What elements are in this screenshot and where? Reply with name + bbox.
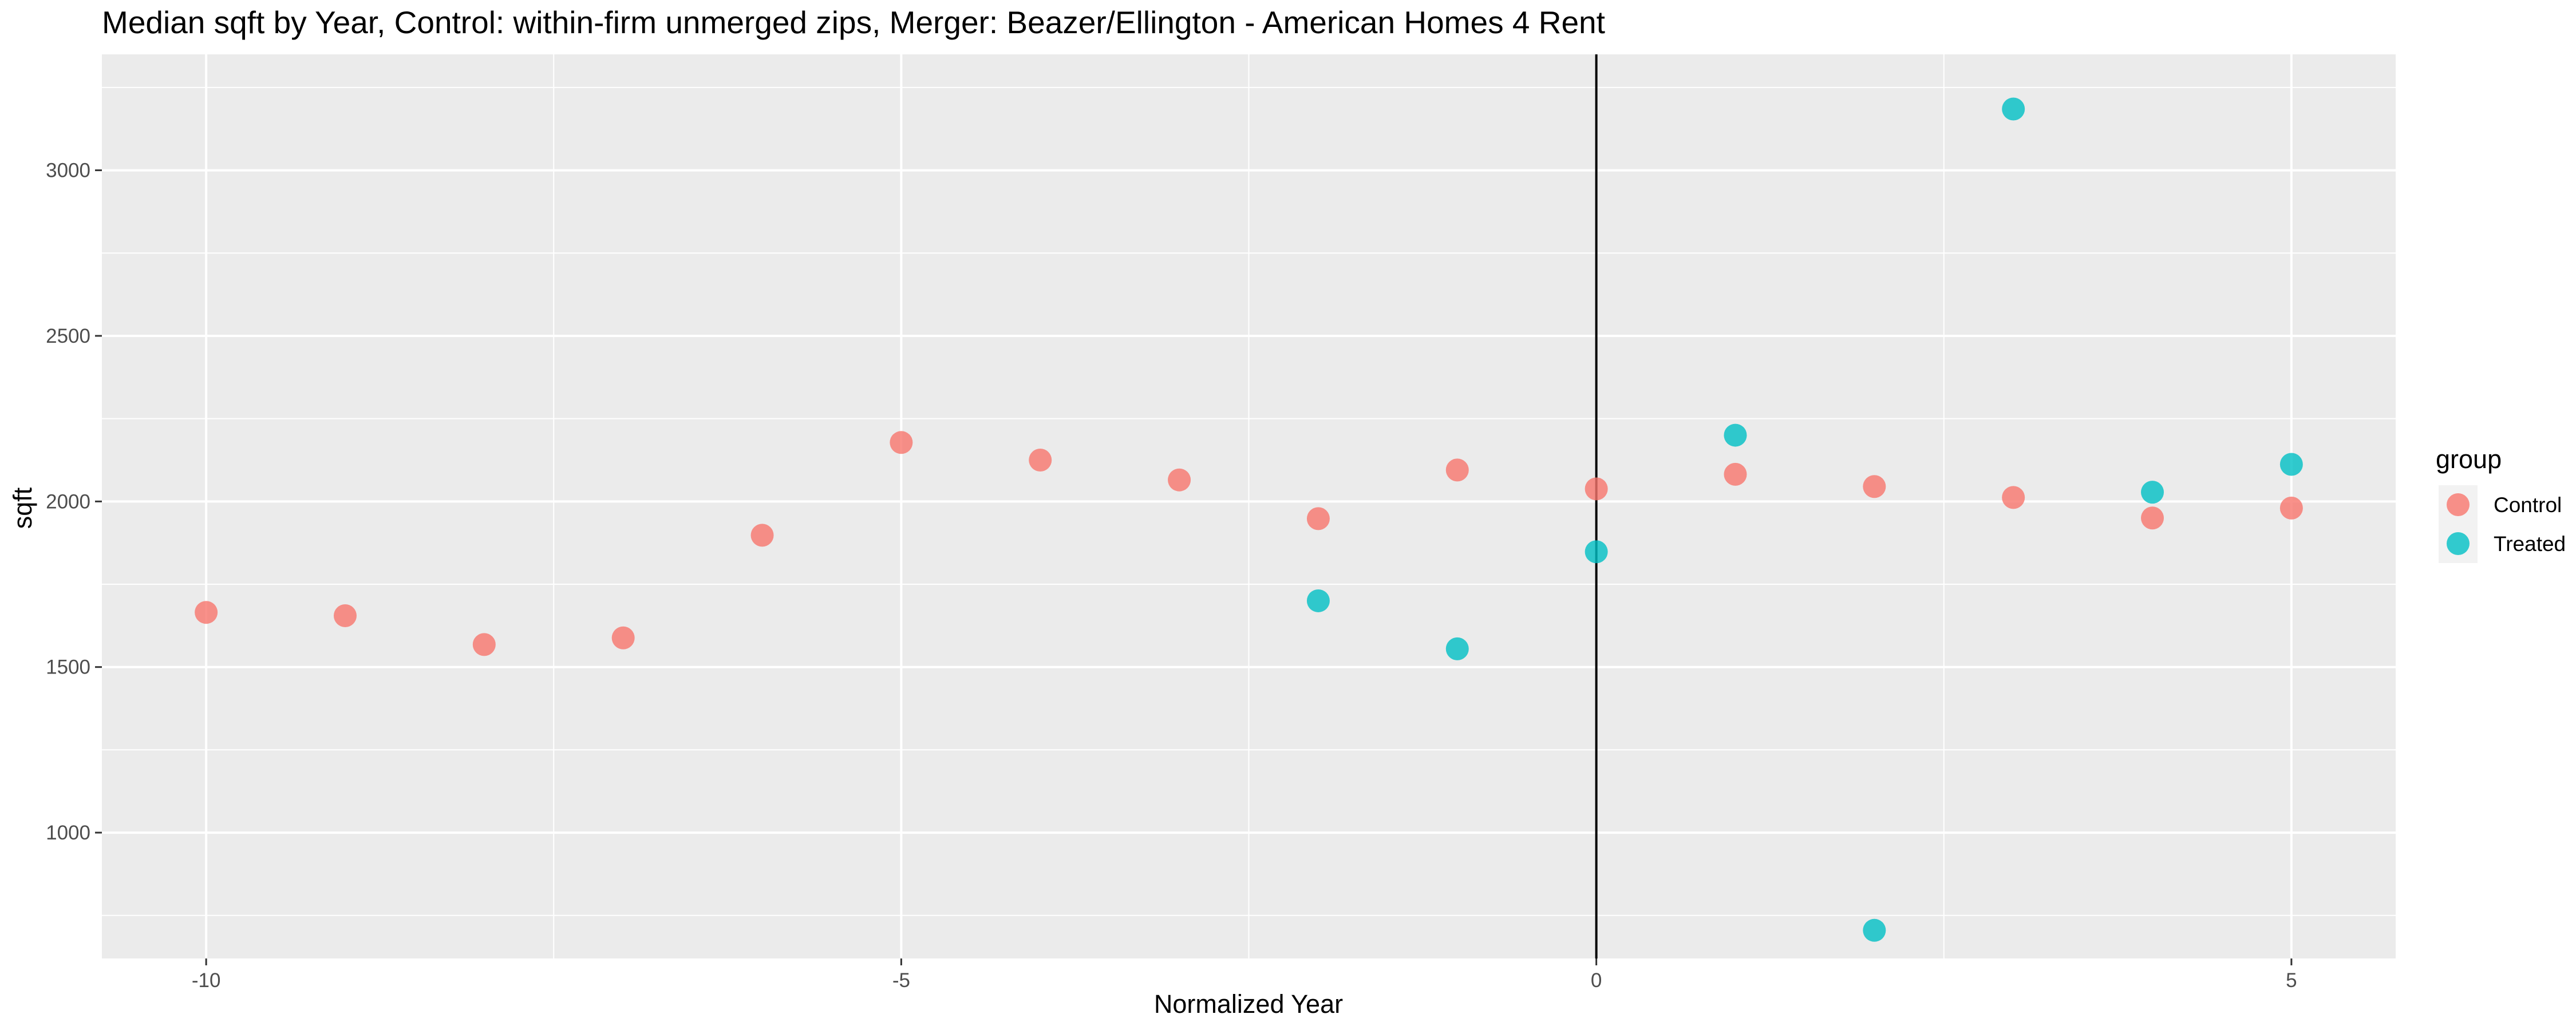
legend: Control Treated xyxy=(2439,485,2566,563)
data-point-control xyxy=(1306,507,1330,530)
data-point-treated xyxy=(2141,481,2164,504)
legend-label-treated: Treated xyxy=(2494,532,2566,556)
data-points xyxy=(195,97,2303,942)
data-point-treated xyxy=(1306,589,1330,612)
data-point-control xyxy=(611,626,635,649)
data-point-treated xyxy=(1585,540,1608,564)
data-point-control xyxy=(2141,506,2164,530)
legend-label-control: Control xyxy=(2494,493,2562,517)
data-point-treated xyxy=(1724,423,1747,447)
y-tick-label: 2000 xyxy=(46,490,90,513)
y-axis-title: sqft xyxy=(8,487,37,529)
data-point-control xyxy=(2279,496,2303,520)
x-axis-title: Normalized Year xyxy=(1154,989,1343,1019)
data-point-control xyxy=(195,601,218,624)
y-tick-label: 1500 xyxy=(46,656,90,679)
legend-marker-control xyxy=(2447,493,2470,516)
data-point-treated xyxy=(2279,453,2303,476)
data-point-control xyxy=(1168,468,1191,492)
y-tick-label: 3000 xyxy=(46,160,90,182)
y-tick-label: 1000 xyxy=(46,822,90,844)
x-tick-label: -10 xyxy=(192,969,221,992)
y-axis-ticks: 1000 1500 2000 2500 3000 xyxy=(46,160,102,844)
legend-marker-treated xyxy=(2447,532,2470,555)
data-point-control xyxy=(1863,475,1886,498)
data-point-control xyxy=(890,431,913,454)
data-point-control xyxy=(1029,448,1052,472)
x-tick-label: 0 xyxy=(1591,969,1602,992)
data-point-control xyxy=(1585,477,1608,501)
data-point-control xyxy=(1724,462,1747,486)
minor-gridlines xyxy=(102,54,2396,958)
data-point-treated xyxy=(1445,637,1469,660)
legend-title: group xyxy=(2436,445,2502,474)
data-point-control xyxy=(1445,458,1469,482)
data-point-control xyxy=(750,524,774,547)
y-tick-label: 2500 xyxy=(46,325,90,347)
x-axis-ticks: -10 -5 0 5 xyxy=(192,958,2297,992)
data-point-control xyxy=(333,604,357,627)
data-point-control xyxy=(472,633,496,656)
chart-title: Median sqft by Year, Control: within-fir… xyxy=(102,5,1605,40)
x-tick-label: -5 xyxy=(892,969,910,992)
x-tick-label: 5 xyxy=(2286,969,2297,992)
data-point-treated xyxy=(2002,97,2025,121)
data-point-treated xyxy=(1863,918,1886,942)
data-point-control xyxy=(2002,486,2025,509)
